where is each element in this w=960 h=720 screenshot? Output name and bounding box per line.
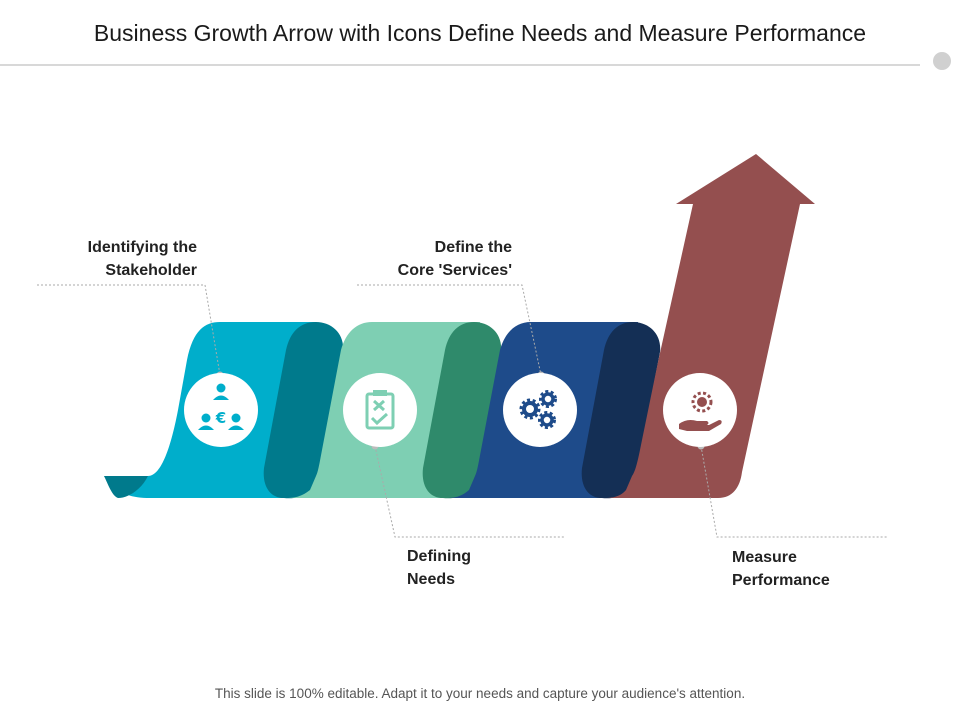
step-label-3: Define the Core 'Services' [352, 236, 512, 282]
step1-line2: Stakeholder [105, 262, 197, 279]
step4-line1: Measure [732, 549, 797, 566]
step2-line1: Defining [407, 548, 471, 565]
svg-text:€: € [215, 409, 226, 427]
clipboard-check-icon [365, 390, 395, 430]
icon-circle-1: € [184, 373, 258, 447]
connector-step1 [37, 284, 221, 376]
step1-line1: Identifying the [87, 239, 197, 256]
step4-line2: Performance [732, 572, 830, 589]
connector-step3 [357, 284, 542, 376]
step2-line2: Needs [407, 571, 456, 588]
step-label-2: Defining Needs [407, 545, 567, 591]
footer-note: This slide is 100% editable. Adapt it to… [214, 686, 746, 701]
step3-line2: Core 'Services' [397, 262, 512, 279]
slide-title: Business Growth Arrow with Icons Define … [93, 20, 867, 46]
segment-maroon-arrow [604, 154, 815, 498]
connector-step2 [374, 445, 565, 538]
icon-circle-3 [503, 373, 577, 447]
icon-circle-4 [663, 373, 737, 447]
step3-line1: Define the [434, 239, 512, 256]
icon-circle-2 [343, 373, 417, 447]
gears-icon [519, 390, 557, 429]
stakeholder-euro-icon: € [198, 383, 244, 430]
step-label-4: Measure Performance [732, 546, 912, 592]
step-label-1: Identifying the Stakeholder [37, 236, 197, 282]
header-dot [933, 52, 951, 70]
connectors [37, 284, 887, 538]
connector-step4 [700, 445, 887, 538]
hand-gear-icon [679, 391, 722, 431]
